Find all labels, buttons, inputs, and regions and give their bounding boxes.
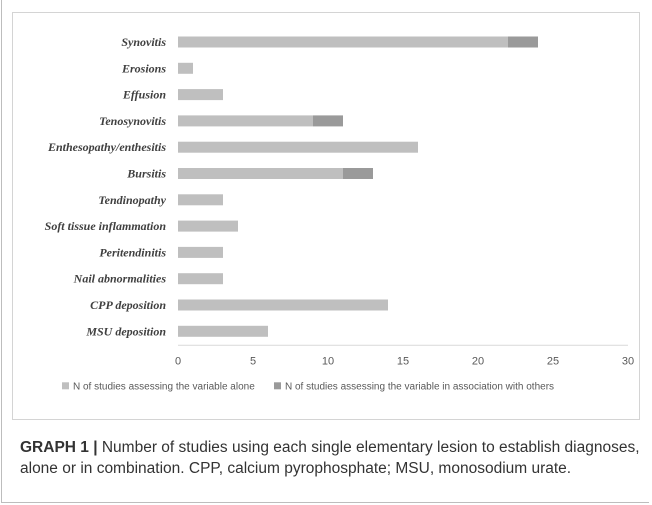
category-label: Enthesopathy/enthesitis — [47, 140, 166, 154]
bar-alone — [178, 62, 193, 74]
category-label: Tenosynovitis — [99, 114, 166, 128]
bar-association — [508, 36, 538, 48]
bar-alone — [178, 220, 238, 232]
bar-alone — [178, 168, 343, 179]
category-label: Peritendinitis — [99, 245, 166, 259]
category-label: MSU deposition — [85, 324, 166, 338]
bar-alone — [178, 194, 223, 206]
x-tick-label: 20 — [472, 355, 484, 367]
caption-text: Number of studies using each single elem… — [20, 439, 640, 477]
legend-swatch — [62, 382, 69, 390]
bar-alone — [178, 246, 223, 258]
caption-lead: GRAPH 1 | — [20, 439, 98, 456]
bar-alone — [178, 36, 508, 48]
category-label: Tendinopathy — [98, 193, 166, 207]
category-label: Erosions — [121, 61, 166, 75]
x-tick-label: 5 — [250, 355, 256, 367]
x-tick-label: 30 — [622, 355, 634, 367]
bar-alone — [178, 325, 268, 337]
bar-alone — [178, 273, 223, 285]
bar-association — [313, 115, 343, 127]
category-label: Effusion — [122, 88, 166, 102]
bar-alone — [178, 115, 313, 127]
bar-alone — [178, 89, 223, 101]
bar-alone — [178, 299, 388, 311]
bar-alone — [178, 141, 418, 153]
x-tick-label: 25 — [547, 355, 559, 367]
category-label: Synovitis — [121, 35, 166, 49]
category-label: Nail abnormalities — [73, 272, 167, 286]
x-tick-label: 15 — [397, 355, 409, 367]
x-tick-label: 10 — [322, 355, 334, 367]
category-label: Bursitis — [126, 167, 166, 181]
category-label: Soft tissue inflammation — [45, 219, 167, 233]
legend-swatch — [274, 382, 281, 390]
legend-label: N of studies assessing the variable in a… — [285, 381, 554, 392]
figure-caption: GRAPH 1 | Number of studies using each s… — [20, 437, 640, 479]
category-label: CPP deposition — [90, 298, 166, 312]
bar-chart: Synovitis Erosions Effusion Tenosynovitis En… — [45, 35, 634, 392]
legend-label: N of studies assessing the variable alon… — [73, 381, 255, 392]
chart-area — [12, 12, 640, 420]
bar-association — [343, 168, 373, 179]
x-tick-label: 0 — [175, 355, 181, 367]
